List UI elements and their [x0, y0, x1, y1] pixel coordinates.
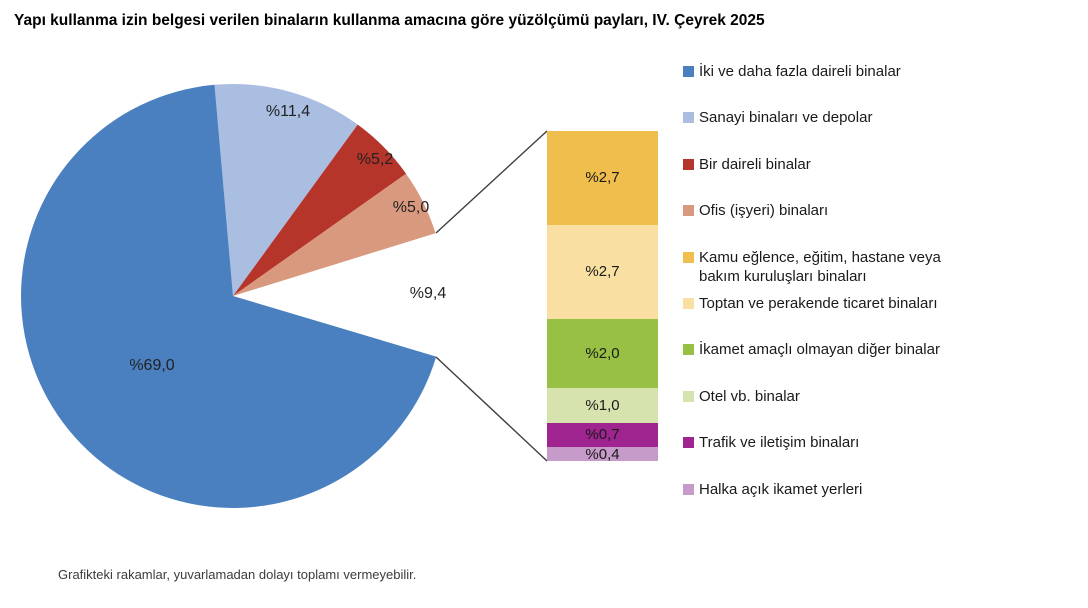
legend-item-label: Bir daireli binalar	[699, 155, 811, 173]
legend-swatch-icon	[683, 251, 694, 263]
legend-swatch-icon	[683, 344, 694, 356]
legend-item-hotels: Otel vb. binalar	[683, 387, 983, 433]
pie-value-label-other-total: %9,4	[409, 285, 447, 302]
bar-segment-trade-buildings: %2,7	[547, 224, 658, 319]
legend-swatch-icon	[683, 205, 694, 217]
legend-item-other-nonresidential: İkamet amaçlı olmayan diğer binalar	[683, 340, 983, 386]
legend-swatch-icon	[683, 483, 694, 495]
pie-slice-0	[21, 84, 437, 508]
pie-slice-1	[214, 83, 358, 297]
legend-item-public-buildings: Kamu eğlence, eğitim, hastane veya bakım…	[683, 248, 983, 294]
pie-value-label-industry: %11,4	[265, 103, 311, 120]
bar-segment-traffic-communication: %0,7	[547, 422, 658, 448]
legend-swatch-icon	[683, 158, 694, 170]
bar-segment-hotels: %1,0	[547, 388, 658, 423]
legend-swatch-icon	[683, 390, 694, 402]
legend-item-label: Ofis (işyeri) binaları	[699, 202, 829, 220]
legend-item-label: Kamu eğlence, eğitim, hastane veya bakım…	[699, 248, 941, 285]
legend-item-label: Halka açık ikamet yerleri	[699, 480, 863, 498]
pie-value-label-office: %5,0	[392, 199, 430, 216]
legend-swatch-icon	[683, 66, 694, 77]
legend-swatch-icon	[683, 112, 694, 124]
legend-item-office: Ofis (işyeri) binaları	[683, 201, 983, 247]
legend-item-trade-buildings: Toptan ve perakende ticaret binaları	[683, 294, 983, 340]
legend: İki ve daha fazla daireli binalar Sanayi…	[683, 62, 983, 526]
legend-swatch-icon	[683, 297, 694, 309]
bar-segment-other-nonresidential: %2,0	[547, 318, 658, 389]
bar-segment-public-residences: %0,4	[547, 447, 658, 461]
pie-value-label-multi-unit: %69,0	[129, 357, 175, 374]
legend-item-traffic-communication: Trafik ve iletişim binaları	[683, 433, 983, 479]
chart-footnote: Grafikteki rakamlar, yuvarlamadan dolayı…	[58, 567, 417, 582]
bar-segment-public-buildings: %2,7	[547, 131, 658, 225]
legend-item-multi-unit: İki ve daha fazla daireli binalar	[683, 62, 983, 108]
legend-item-public-residences: Halka açık ikamet yerleri	[683, 480, 983, 526]
chart-title: Yapı kullanma izin belgesi verilen binal…	[14, 12, 765, 29]
legend-swatch-icon	[683, 437, 694, 449]
legend-item-label: İkamet amaçlı olmayan diğer binalar	[699, 341, 940, 359]
legend-item-label: Toptan ve perakende ticaret binaları	[699, 294, 938, 312]
pie-slice-3	[233, 173, 436, 296]
breakout-connector-line	[435, 130, 548, 234]
legend-item-label: Trafik ve iletişim binaları	[699, 434, 860, 452]
pie-value-label-single-unit: %5,2	[356, 151, 394, 168]
legend-item-label: Sanayi binaları ve depolar	[699, 109, 873, 127]
breakout-connector-line	[435, 356, 548, 462]
legend-item-label: İki ve daha fazla daireli binalar	[699, 63, 901, 80]
legend-item-label: Otel vb. binalar	[699, 387, 800, 405]
pie-slice-2	[233, 124, 407, 296]
legend-item-single-unit: Bir daireli binalar	[683, 155, 983, 201]
legend-item-industry: Sanayi binaları ve depolar	[683, 108, 983, 154]
breakout-bar: %2,7 %2,7 %2,0 %1,0 %0,7 %0,4	[547, 131, 658, 461]
